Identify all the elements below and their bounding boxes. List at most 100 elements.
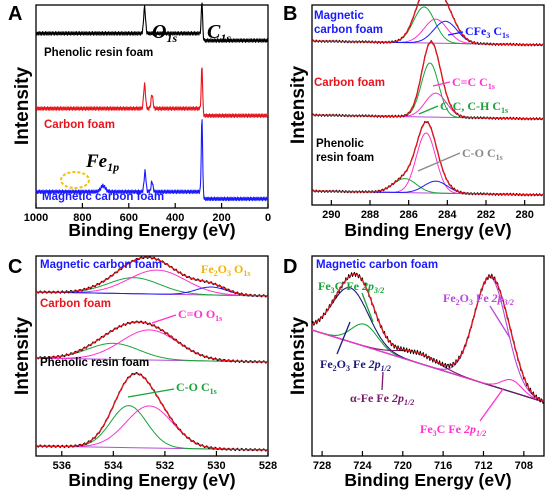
ticks-d: 728 724 720 716 712 708 (313, 451, 533, 472)
arrow-c-eq-c (432, 81, 451, 87)
x-axis-label-d: Binding Energy (eV) (344, 470, 511, 490)
plot-frame-b (311, 4, 545, 206)
panel-c: C 536 534 532 530 528 Magnetic carbon foam C… (8, 255, 277, 490)
x-tick-label: 286 (399, 209, 417, 221)
x-tick-label: 528 (259, 460, 277, 472)
label-magnetic-carbon-foam-b: Magnetic (314, 10, 364, 22)
label-magnetic-carbon-foam-d: Magnetic carbon foam (316, 259, 438, 271)
panel-a: A 1000 800 600 400 200 0 Phenolic resin foam … (8, 2, 271, 240)
x-tick-label: 534 (104, 460, 123, 472)
fitted-envelope-line (311, 273, 545, 403)
x-tick-label: 1000 (24, 212, 48, 224)
label-phenolic-b2: resin foam (316, 152, 374, 164)
arrow-fe2o3-2p12 (336, 321, 351, 355)
annot-fe2o3-o1s: Fe2O3 O1s (201, 262, 250, 278)
spectrum-line (35, 67, 269, 119)
component-peak-line (36, 405, 268, 451)
panel-letter-b: B (283, 3, 297, 25)
ticks-c: 536 534 532 530 528 (53, 451, 277, 472)
x-tick-label: 280 (515, 209, 533, 221)
fitted-envelope-line (312, 41, 543, 120)
x-tick-label: 728 (313, 460, 331, 472)
x-tick-label: 530 (207, 460, 225, 472)
arrow-c-o-c (127, 388, 175, 398)
arrow-c-eq-o (151, 314, 177, 324)
fitted-envelope-line (312, 0, 543, 46)
y-axis-label-a: Intensity (12, 67, 33, 146)
arrow-c-o-b (417, 152, 461, 172)
component-peak-line (311, 276, 545, 403)
fitted-envelope-line (36, 372, 268, 451)
annot-c-o-c: C-O C1s (176, 380, 217, 396)
peak-label-fe1p: Fe1p (85, 151, 119, 174)
x-tick-label: 708 (515, 460, 533, 472)
peak-label-o1s: O1s (152, 21, 177, 45)
x-tick-label: 712 (474, 460, 492, 472)
label-phenolic-resin-foam: Phenolic resin foam (44, 47, 153, 59)
label-carbon-foam: Carbon foam (44, 119, 115, 131)
x-axis-label-c: Binding Energy (eV) (68, 470, 235, 490)
label-carbon-foam-b: Carbon foam (314, 77, 385, 89)
x-axis-label-a: Binding Energy (eV) (68, 220, 235, 240)
label-magnetic-carbon-foam-b2: carbon foam (314, 24, 383, 36)
arrow-cfe3 (447, 31, 464, 36)
plot-frame-c (35, 255, 269, 457)
spectra-b (311, 0, 545, 197)
arrow-fe3c-2p32 (361, 292, 374, 323)
panel-letter-d: D (283, 256, 297, 278)
spectrum-line (35, 2, 269, 43)
y-axis-label-b: Intensity (288, 66, 309, 145)
x-tick-label: 532 (156, 460, 174, 472)
label-magnetic-carbon-foam: Magnetic carbon foam (42, 191, 164, 203)
x-tick-label: 716 (434, 460, 452, 472)
x-tick-label: 200 (212, 212, 230, 224)
spectrum-line (35, 119, 269, 202)
label-magnetic-carbon-foam-c: Magnetic carbon foam (40, 259, 162, 271)
x-tick-label: 600 (120, 212, 138, 224)
fitted-envelope-line (36, 321, 268, 363)
fitted-envelope-line (36, 256, 268, 297)
component-peak-line (36, 405, 268, 451)
component-peak-line (311, 329, 545, 403)
spectra-c (35, 255, 269, 452)
panel-d: D 728 724 720 716 712 708 Magnetic carbon foa… (283, 255, 545, 490)
x-tick-label: 800 (73, 212, 91, 224)
y-axis-label-c: Intensity (12, 317, 33, 396)
x-tick-label: 288 (361, 209, 379, 221)
annot-alpha-fe: α-Fe Fe 2p1/2 (350, 391, 414, 407)
x-axis-label-b: Binding Energy (eV) (344, 220, 511, 240)
x-tick-label: 536 (53, 460, 71, 472)
annot-cc-ch: C-C, C-H C1s (440, 99, 508, 115)
spectra-d (311, 271, 545, 404)
panel-letter-c: C (8, 256, 22, 278)
arrow-alpha-fe (381, 371, 384, 391)
x-tick-label: 0 (265, 212, 271, 224)
label-phenolic-c: Phenolic resin foam (40, 357, 149, 369)
annot-fe3c-2p12: Fe3C Fe 2p1/2 (420, 422, 486, 438)
x-tick-label: 284 (438, 209, 457, 221)
annot-c-eq-o: C=O O1s (178, 307, 222, 323)
arrow-fe2o3-2p32 (489, 305, 511, 339)
annot-fe2o3-2p12: Fe2O3 Fe 2p1/2 (320, 357, 391, 373)
peak-label-c1s: C1s (207, 21, 231, 45)
component-peak-line (36, 277, 268, 297)
plot-frame-a (35, 4, 269, 209)
annot-fe2o3-2p32: Fe2O3 Fe 2p3/2 (443, 291, 514, 307)
x-tick-label: 724 (353, 460, 372, 472)
annot-c-o-b: C-O C1s (462, 146, 503, 162)
annot-fe3c-2p32: Fe3C Fe 2p3/2 (318, 279, 384, 295)
panel-b: B 290 288 286 284 282 280 Magnetic carbon foa… (283, 0, 545, 240)
fitted-envelope-line (312, 121, 543, 196)
arrow-fe3c-2p12 (479, 388, 504, 422)
arrow-cc-ch (418, 105, 439, 115)
y-axis-label-d: Intensity (288, 317, 309, 396)
plot-frame-d (311, 255, 545, 457)
label-carbon-foam-c: Carbon foam (40, 298, 111, 310)
annot-cfe3: CFe3 C1s (465, 24, 509, 40)
panel-letter-a: A (8, 3, 22, 25)
component-peak-line (36, 286, 268, 297)
x-tick-label: 400 (166, 212, 184, 224)
fe-peak-highlight (60, 171, 90, 189)
label-phenolic-b: Phenolic (316, 138, 365, 150)
